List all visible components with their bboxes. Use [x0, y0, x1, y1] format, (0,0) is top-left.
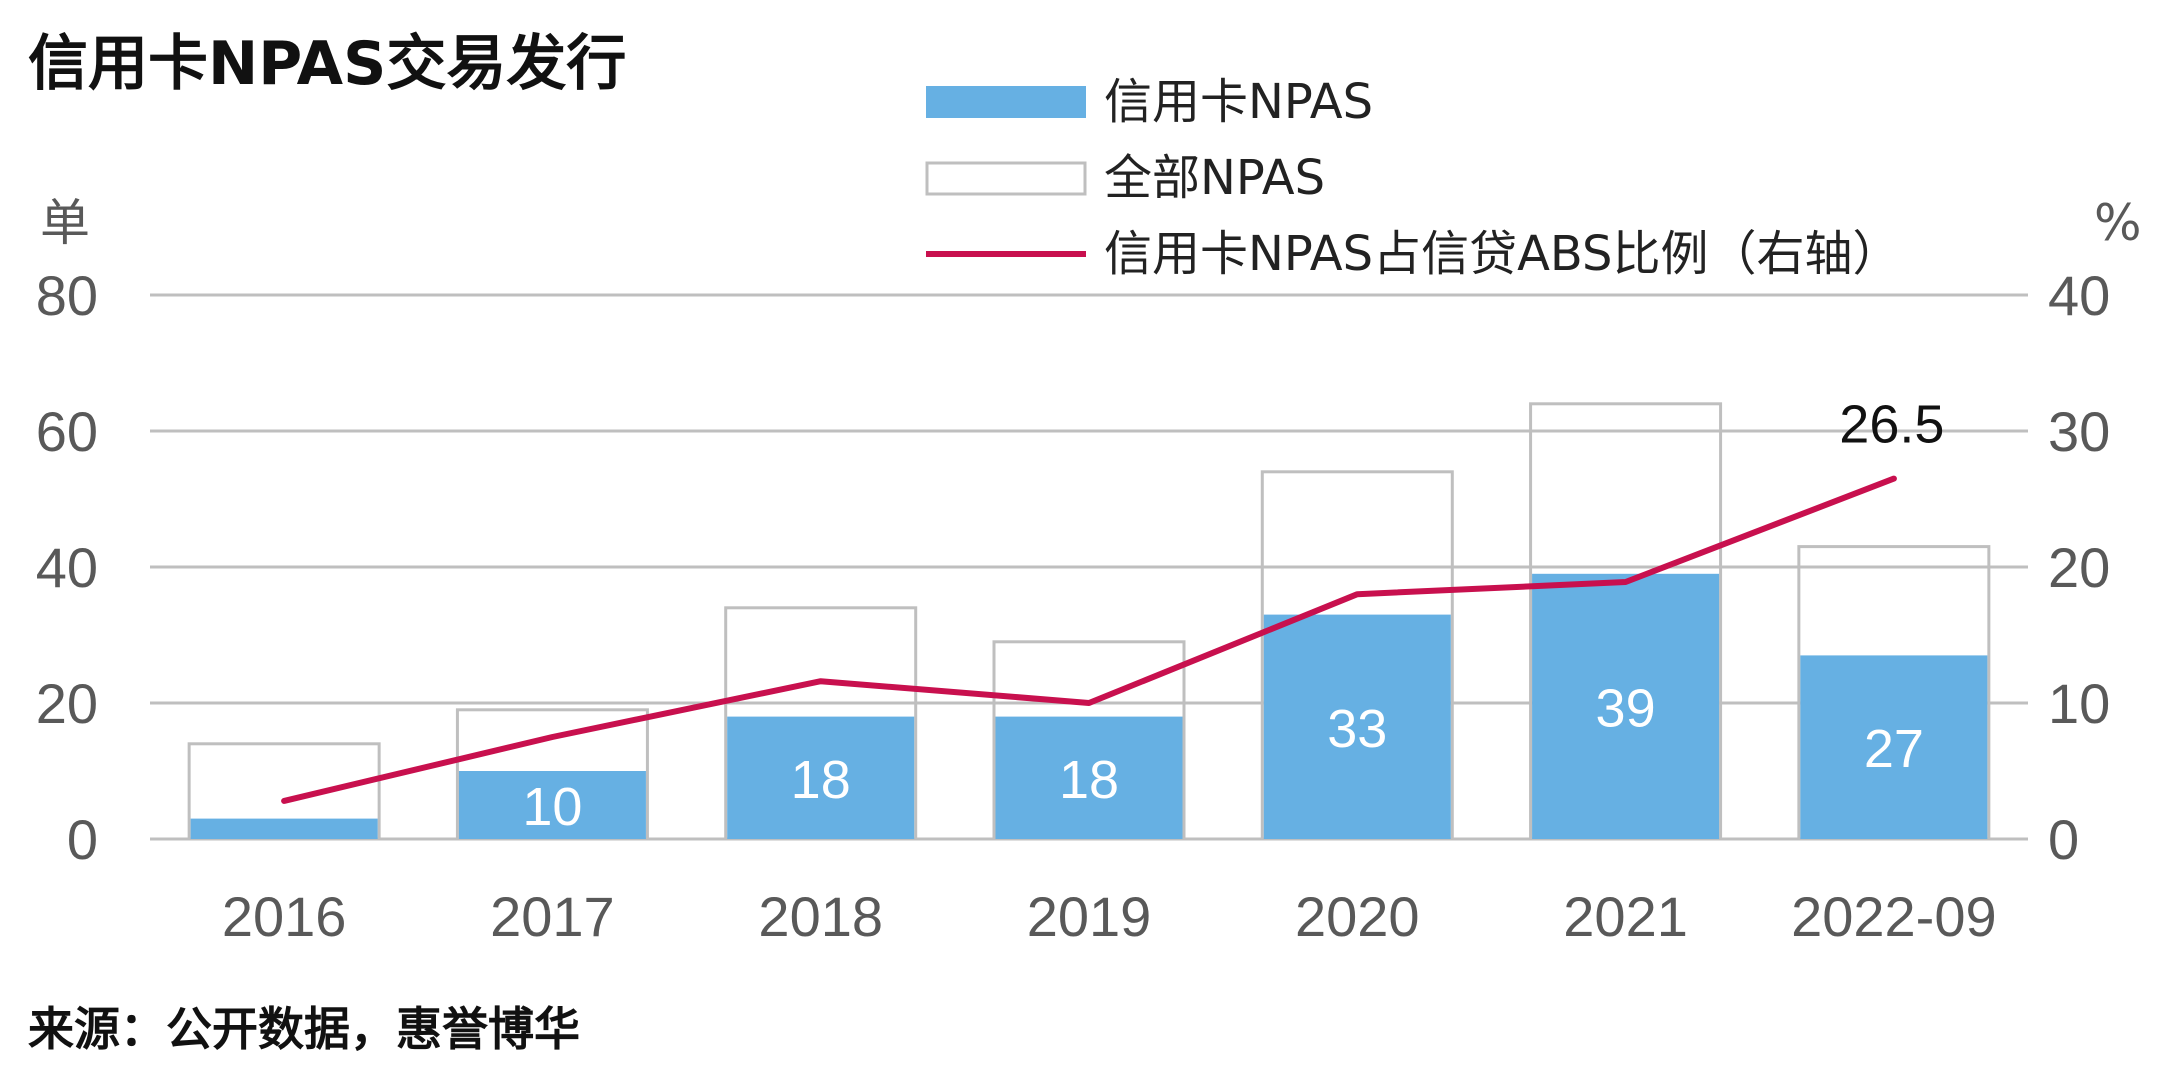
card-npas-bar [458, 771, 646, 839]
card-npas-bar [1263, 614, 1451, 839]
legend-label-ratio-line: 信用卡NPAS占信贷ABS比例（右轴） [1104, 226, 1900, 282]
x-axis-category-label: 2019 [1027, 885, 1152, 948]
y-axis-left-tick-label: 0 [67, 808, 98, 871]
x-axis-category-label: 2018 [758, 885, 883, 948]
legend: 信用卡NPAS 全部NPAS 信用卡NPAS占信贷ABS比例（右轴） [925, 74, 1900, 282]
y-axis-right-tick-label: 10 [2048, 672, 2110, 735]
annotations: 26.5 [1839, 395, 1944, 455]
card-npas-bar [1532, 573, 1720, 839]
legend-label-card-npas: 信用卡NPAS [1104, 74, 1373, 130]
x-axis-category-labels: 2016 2017 2018 2019 2020 2021 2022-09 [222, 885, 1997, 948]
y-axis-right-tick-label: 30 [2048, 400, 2110, 463]
card-npas-bar-value-label: 39 [1596, 678, 1656, 738]
card-npas-bar [190, 818, 378, 839]
source-note: 来源：公开数据，惠誉博华 [28, 1002, 580, 1056]
card-npas-bar-value-label: 27 [1864, 719, 1924, 779]
card-npas-bar [995, 716, 1183, 839]
y-axis-right-tick-label: 0 [2048, 808, 2079, 871]
ratio-line [281, 475, 1897, 804]
y-axis-unit-left: 单 [40, 194, 90, 252]
legend-label-all-npas: 全部NPAS [1104, 150, 1325, 206]
y-axis-right-ticks: 0 10 20 30 40 [2048, 264, 2110, 871]
x-axis-category-label: 2016 [222, 885, 347, 948]
card-npas-bar [1800, 655, 1988, 839]
ratio-line-series [281, 475, 1897, 804]
y-axis-left-tick-label: 40 [36, 536, 98, 599]
y-axis-left-tick-label: 80 [36, 264, 98, 327]
card-npas-bar-value-label: 18 [1059, 750, 1119, 810]
y-axis-left-tick-label: 60 [36, 400, 98, 463]
ratio-line-annotation: 26.5 [1839, 395, 1944, 455]
y-axis-right-tick-label: 20 [2048, 536, 2110, 599]
card-npas-bar-labels: 10 18 18 33 39 27 [522, 678, 1924, 837]
y-axis-left-ticks: 0 20 40 60 80 [36, 264, 98, 871]
card-npas-bars [190, 573, 1988, 839]
x-axis-category-label: 2021 [1563, 885, 1688, 948]
y-axis-right-tick-label: 40 [2048, 264, 2110, 327]
y-axis-unit-right: % [2094, 194, 2142, 252]
legend-swatch-all-npas [925, 161, 1087, 196]
card-npas-bar [727, 716, 915, 839]
card-npas-bar-value-label: 33 [1327, 699, 1387, 759]
chart-title: 信用卡NPAS交易发行 [28, 29, 626, 99]
x-axis-category-label: 2022-09 [1791, 885, 1997, 948]
legend-swatch-card-npas [926, 86, 1086, 118]
card-npas-bar-value-label: 18 [791, 750, 851, 810]
x-axis-category-label: 2017 [490, 885, 615, 948]
card-npas-bar-value-label: 10 [522, 777, 582, 837]
y-axis-left-tick-label: 20 [36, 672, 98, 735]
x-axis-category-label: 2020 [1295, 885, 1420, 948]
